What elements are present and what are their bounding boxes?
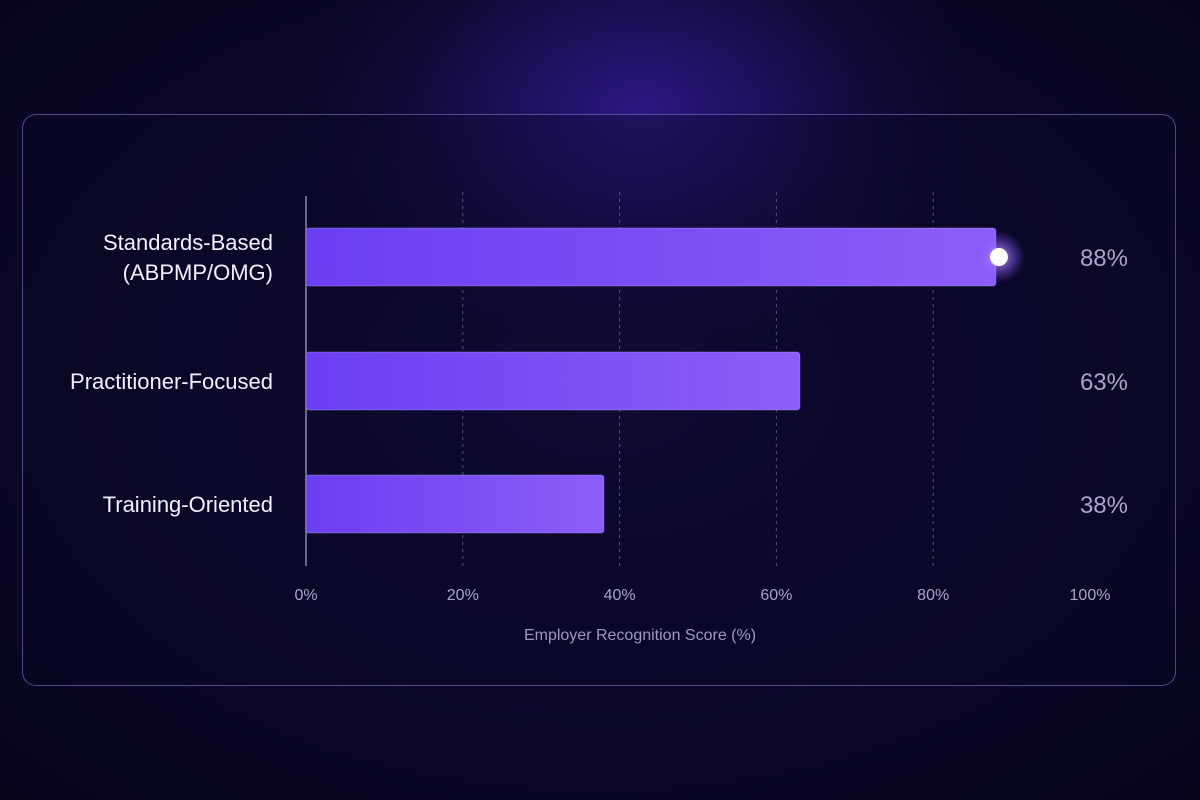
x-tick-label: 40%: [604, 587, 636, 604]
bar: [305, 474, 605, 534]
value-label: 88%: [1080, 245, 1128, 272]
bars: [305, 227, 1025, 534]
x-tick-label: 80%: [917, 587, 949, 604]
x-axis-title: Employer Recognition Score (%): [524, 627, 756, 644]
x-tick-label: 20%: [447, 587, 479, 604]
x-tick-label: 60%: [760, 587, 792, 604]
category-label: (ABPMP/OMG): [123, 260, 273, 285]
highlight-dot: [989, 248, 1008, 266]
value-label: 38%: [1080, 492, 1128, 519]
labels: Standards-Based (ABPMP/OMG) 88% Practitione…: [70, 230, 1128, 519]
x-axis-ticks: 0% 20% 40% 60% 80% 100%: [294, 587, 1110, 604]
bar: [305, 351, 801, 411]
value-label: 63%: [1080, 369, 1128, 396]
category-label: Standards-Based: [103, 230, 273, 255]
category-label: Practitioner-Focused: [70, 369, 273, 394]
bar: [305, 227, 997, 287]
x-tick-label: 0%: [294, 587, 317, 604]
x-tick-label: 100%: [1070, 587, 1111, 604]
category-label: Training-Oriented: [103, 492, 273, 517]
